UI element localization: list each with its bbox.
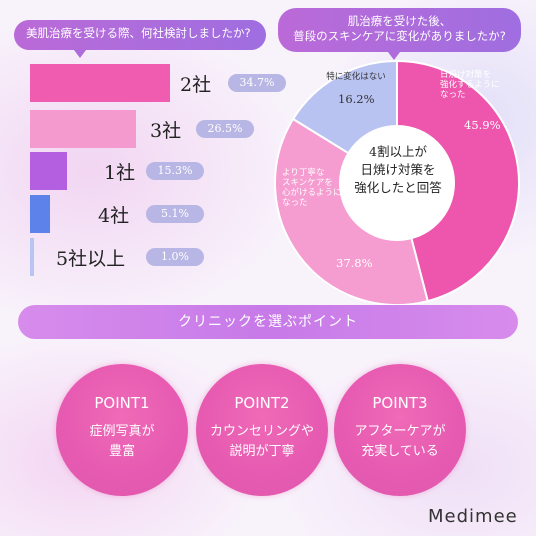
bar-pct-1: 15.3% xyxy=(146,162,204,180)
point-2-text: カウンセリングや 説明が丁寧 xyxy=(209,424,314,459)
bar-3 xyxy=(30,110,136,148)
bar-pct-2: 34.7% xyxy=(228,74,286,92)
bar-pct-4: 5.1% xyxy=(146,205,204,223)
point-3-circle: POINT3 アフターケアが 充実している xyxy=(334,364,466,496)
question-1-text: 美肌治療を受ける際、何社検討しましたか? xyxy=(26,26,251,40)
point-1-text: 症例写真が 豊富 xyxy=(89,424,155,459)
question-2-bubble: 肌治療を受けた後、 普段のスキンケアに変化がありましたか? xyxy=(278,8,521,60)
slice-label-no-change: 特に変化はない xyxy=(326,72,386,82)
point-2-circle: POINT2 カウンセリングや 説明が丁寧 xyxy=(196,364,328,496)
bar-4 xyxy=(30,195,50,233)
bar-5plus xyxy=(30,238,34,276)
slice-pct-careful-skincare: 37.8% xyxy=(336,256,373,270)
point-3-title: POINT3 xyxy=(372,394,428,412)
bar-label-4: 4社 xyxy=(98,205,130,227)
donut-chart: 日焼け対策を 強化するように なった 45.9% より丁寧な スキンケアを 心が… xyxy=(272,58,522,308)
brand-logo: Medimee xyxy=(428,506,518,527)
bar-pct-3: 26.5% xyxy=(196,120,254,138)
donut-svg xyxy=(274,59,520,306)
slice-pct-no-change: 16.2% xyxy=(338,92,375,106)
question-1-bubble: 美肌治療を受ける際、何社検討しましたか? xyxy=(14,20,266,58)
bar-label-3: 3社 xyxy=(150,120,182,142)
bar-2 xyxy=(30,64,170,102)
point-2-title: POINT2 xyxy=(234,394,290,412)
point-3-text: アフターケアが 充実している xyxy=(354,424,446,459)
section-banner: クリニックを選ぶポイント xyxy=(18,305,518,339)
bar-pct-5plus: 1.0% xyxy=(146,248,204,266)
question-2-line1: 肌治療を受けた後、 xyxy=(347,14,452,28)
slice-label-careful-skincare: より丁寧な スキンケアを 心がけるように なった xyxy=(282,168,342,208)
bar-1 xyxy=(30,152,67,190)
donut-hole xyxy=(339,125,455,241)
bar-label-2: 2社 xyxy=(180,74,212,96)
donut-center-text: 4割以上が 日焼け対策を 強化したと回答 xyxy=(354,144,442,195)
question-2-line2: 普段のスキンケアに変化がありましたか? xyxy=(293,29,506,43)
bar-label-1: 1社 xyxy=(104,162,136,184)
point-1-title: POINT1 xyxy=(94,394,150,412)
banner-title: クリニックを選ぶポイント xyxy=(178,314,358,330)
point-1-circle: POINT1 症例写真が 豊富 xyxy=(56,364,188,496)
slice-label-sunscreen: 日焼け対策を 強化するように なった xyxy=(440,70,500,100)
bar-label-5plus: 5社以上 xyxy=(56,248,126,270)
slice-pct-sunscreen: 45.9% xyxy=(464,118,501,132)
donut-slice-sunscreen xyxy=(396,59,520,303)
